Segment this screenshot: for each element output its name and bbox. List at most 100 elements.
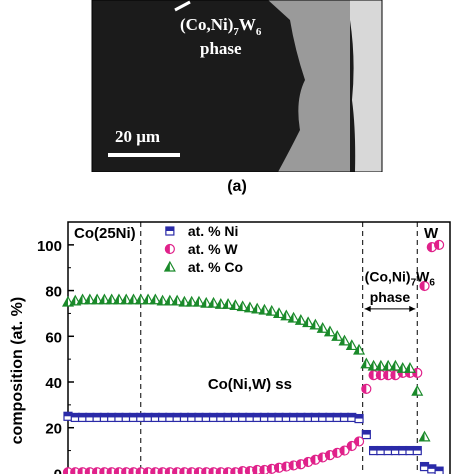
composition-chart: 0 20 40 60 80 100 composition (at. %) Co(25Ni)… [9, 221, 451, 474]
data-point [287, 311, 300, 323]
region-label-left: Co(25Ni) [74, 225, 136, 242]
chart-legend: at. % Ni at. % W at. % Co [188, 223, 243, 275]
panel-label: (a) [227, 178, 247, 195]
data-point [99, 467, 110, 474]
data-point [389, 359, 402, 371]
data-point [149, 293, 162, 305]
data-point [281, 461, 292, 472]
data-point [91, 293, 104, 305]
data-point [345, 339, 358, 351]
data-point [179, 467, 190, 474]
data-point [390, 370, 401, 381]
y-tick-label: 80 [45, 284, 62, 301]
legend-entry: at. % W [188, 241, 239, 257]
y-tick-label: 40 [45, 375, 62, 392]
data-point [237, 466, 248, 474]
data-point [83, 293, 96, 305]
data-point [163, 294, 176, 306]
scale-bar [108, 153, 180, 157]
legend-marker [163, 260, 176, 272]
y-axis-label: composition (at. %) [9, 297, 26, 445]
data-point [323, 325, 336, 337]
data-point [309, 318, 322, 330]
chart-marks [61, 226, 445, 474]
sem-micrograph: (Co,Ni)7W6 phase 20 μm [91, 0, 383, 172]
data-point [120, 293, 133, 305]
data-point [412, 445, 422, 456]
scale-bar-label: 20 μm [115, 127, 160, 146]
region-label-phase-word: phase [370, 289, 411, 305]
data-point [331, 330, 344, 341]
data-point [251, 302, 264, 314]
arrow-head-right [409, 305, 416, 312]
data-point [171, 294, 184, 306]
data-point [434, 466, 444, 474]
data-point [207, 296, 220, 308]
data-point [302, 316, 315, 328]
data-point [243, 301, 256, 313]
data-point [76, 293, 89, 305]
legend-marker [164, 243, 175, 255]
data-point [403, 362, 417, 373]
data-point [418, 430, 431, 442]
data-point [229, 299, 242, 311]
data-point [156, 294, 169, 306]
region-label-right: W [424, 225, 439, 242]
data-point [192, 295, 205, 307]
data-point [316, 322, 329, 333]
phase-pointer-arrow [174, 0, 191, 12]
data-point [367, 359, 380, 371]
data-point [354, 413, 364, 424]
data-point [164, 467, 175, 474]
data-point [244, 466, 256, 474]
data-point [353, 343, 366, 355]
data-point [265, 304, 278, 316]
y-tick-label: 0 [54, 466, 62, 474]
region-label-middle: Co(Ni,W) ss [208, 376, 292, 393]
data-point [294, 314, 307, 325]
data-point [433, 239, 445, 250]
legend-entry: at. % Ni [188, 223, 239, 239]
y-tick-label: 60 [45, 329, 62, 346]
arrow-head-left [364, 305, 371, 312]
data-point [396, 362, 409, 373]
data-point [332, 447, 343, 458]
y-tick-label: 20 [45, 421, 62, 438]
data-point [236, 300, 249, 312]
data-point [382, 359, 395, 371]
data-point [272, 307, 286, 319]
light-region [350, 0, 382, 172]
data-point [353, 436, 365, 447]
legend-entry: at. % Co [188, 259, 243, 275]
data-point [258, 303, 271, 315]
grey-region [268, 0, 350, 172]
micrograph-frame [91, 0, 383, 172]
data-point [338, 334, 351, 346]
data-point [105, 293, 118, 305]
data-point [280, 309, 293, 321]
data-point [127, 293, 140, 305]
data-point [178, 295, 191, 307]
region-label-phase: (Co,Ni)7W6 [365, 268, 436, 288]
data-point [214, 298, 227, 309]
data-point [346, 440, 357, 452]
data-point [360, 357, 373, 369]
data-point [134, 293, 147, 305]
data-point [98, 293, 111, 305]
data-point [339, 445, 350, 456]
data-point [426, 242, 437, 253]
data-point [361, 383, 372, 394]
legend-marker [165, 226, 175, 236]
data-point [142, 293, 155, 305]
y-tick-label: 100 [37, 238, 62, 255]
micrograph-phase-label: (Co,Ni)7W6 [180, 15, 262, 38]
micrograph-phase-word: phase [200, 39, 242, 58]
data-point [185, 295, 198, 307]
data-point [112, 293, 125, 305]
data-point [361, 429, 371, 440]
data-point [411, 384, 424, 396]
data-point [419, 280, 430, 292]
data-point [222, 298, 235, 309]
data-point [200, 296, 213, 308]
